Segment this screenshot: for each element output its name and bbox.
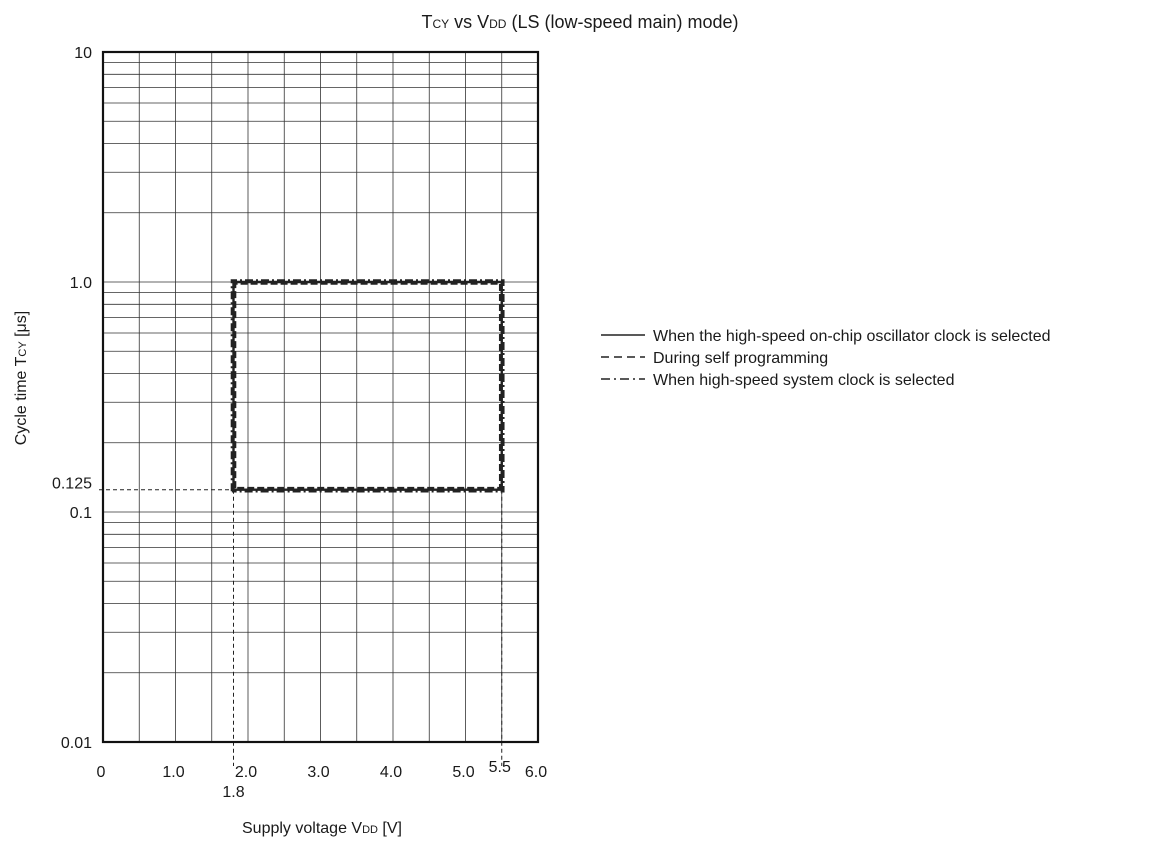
y-tick-labels: 0.01 0.1 1.0 10 — [61, 45, 92, 752]
series-line-dashed — [233, 282, 502, 490]
y-tick-label: 10 — [74, 45, 92, 62]
guide-lines — [99, 489, 503, 766]
x-axis-label: Supply voltage VDD [V] — [242, 820, 402, 837]
y-tick-label: 1.0 — [70, 275, 92, 292]
legend-label: When the high-speed on-chip oscillator c… — [653, 328, 1051, 345]
x-mark-label: 5.5 — [489, 759, 511, 776]
y-axis-label: Cycle time TCY [μs] — [13, 311, 30, 445]
chart-title: TCY vs VDD (LS (low-speed main) mode) — [421, 12, 738, 32]
x-tick-label: 4.0 — [380, 764, 402, 781]
legend-label: During self programming — [653, 350, 828, 367]
y-mark-label: 0.125 — [52, 476, 92, 493]
x-mark-label: 1.8 — [222, 784, 244, 801]
y-tick-label: 0.01 — [61, 735, 92, 752]
series-line-dashdot — [230, 279, 505, 493]
grid — [103, 52, 538, 742]
x-tick-label: 2.0 — [235, 764, 257, 781]
y-tick-label: 0.1 — [70, 505, 92, 522]
x-tick-label: 6.0 — [525, 764, 547, 781]
x-tick-label: 0 — [97, 764, 106, 781]
series-line-solid — [232, 280, 503, 491]
annotation-labels: 1.8 5.5 0.125 — [52, 476, 511, 801]
legend-label: When high-speed system clock is selected — [653, 372, 954, 389]
x-tick-label: 3.0 — [307, 764, 329, 781]
legend: When the high-speed on-chip oscillator c… — [601, 328, 1051, 389]
x-tick-labels: 0 1.0 2.0 3.0 4.0 5.0 6.0 — [97, 764, 548, 781]
plot-frame — [101, 50, 540, 744]
x-tick-label: 1.0 — [162, 764, 184, 781]
series-layer — [230, 279, 505, 493]
x-tick-label: 5.0 — [452, 764, 474, 781]
